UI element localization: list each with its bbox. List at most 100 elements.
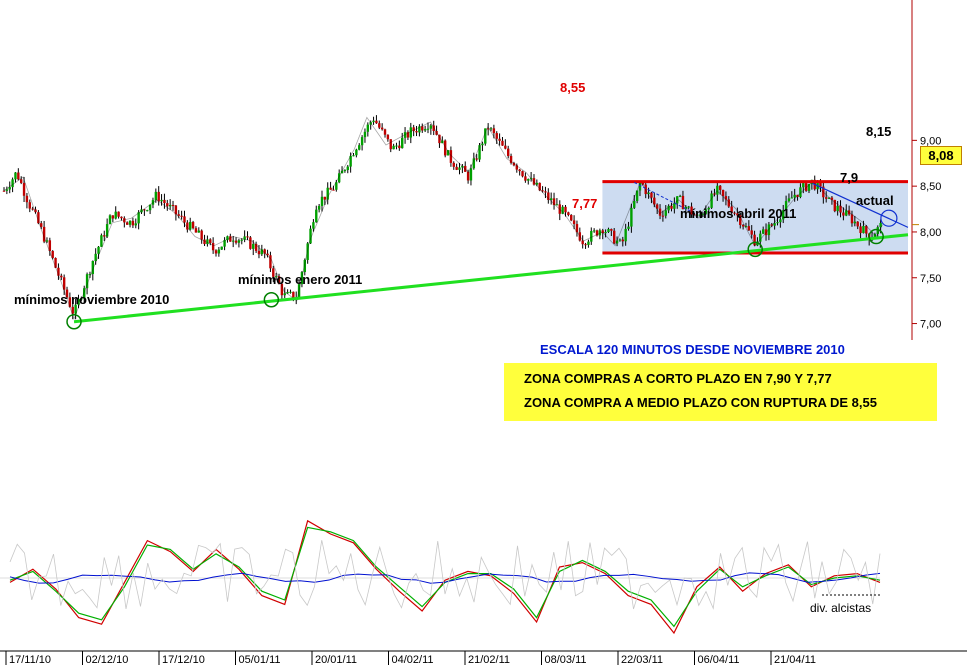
- candle-down: [524, 176, 527, 181]
- candle-down: [42, 226, 46, 242]
- candle-up: [446, 150, 450, 156]
- candle-down: [62, 277, 66, 290]
- candle-down: [200, 230, 203, 240]
- candle-up: [615, 240, 619, 244]
- candle-down: [117, 211, 120, 217]
- candle-down: [721, 189, 725, 197]
- candle-down: [37, 212, 40, 224]
- candle-up: [633, 201, 636, 208]
- candle-down: [60, 275, 63, 278]
- label-level-855: 8,55: [560, 80, 586, 95]
- candle-down: [464, 165, 467, 172]
- candle-up: [226, 236, 229, 241]
- candle-up: [807, 183, 811, 191]
- price-line: [3, 116, 883, 321]
- candle-up: [469, 168, 473, 181]
- candle-up: [395, 145, 398, 147]
- candle-up: [561, 206, 564, 214]
- candle-down: [538, 182, 541, 191]
- candle-down: [17, 172, 20, 180]
- candle-down: [234, 240, 238, 243]
- candle-up: [707, 207, 710, 210]
- candle-down: [466, 171, 470, 181]
- candle-up: [91, 260, 95, 275]
- candle-up: [441, 140, 444, 144]
- candle-down: [163, 199, 166, 204]
- candle-down: [186, 222, 189, 230]
- candle-up: [409, 127, 412, 138]
- candle-down: [661, 215, 665, 217]
- y-tick-label: 7,50: [920, 273, 941, 285]
- candle-down: [125, 222, 129, 225]
- candle-up: [128, 220, 132, 225]
- candle-down: [131, 220, 135, 226]
- candle-up: [108, 215, 112, 225]
- candle-up: [429, 125, 433, 129]
- candle-up: [88, 274, 92, 276]
- x-tick-label: 20/01/11: [315, 654, 357, 665]
- candle-down: [770, 224, 773, 226]
- candle-up: [687, 206, 690, 208]
- low-marker: [263, 291, 280, 308]
- candle-up: [527, 179, 530, 181]
- candle-up: [590, 230, 593, 242]
- candle-down: [544, 191, 547, 193]
- candle-up: [14, 172, 17, 180]
- candle-down: [750, 230, 753, 235]
- candle-down: [824, 197, 828, 199]
- candle-up: [790, 197, 794, 199]
- candle-down: [504, 145, 507, 149]
- chart-subtitle: ESCALA 120 MINUTOS DESDE NOVIEMBRE 2010: [540, 342, 845, 357]
- candle-up: [148, 204, 152, 211]
- candle-down: [584, 244, 587, 246]
- candle-up: [776, 222, 779, 224]
- candle-down: [753, 234, 756, 246]
- candle-down: [269, 255, 272, 269]
- osc-noise: [9, 540, 881, 610]
- candle-up: [592, 230, 596, 232]
- candle-up: [337, 173, 341, 183]
- candle-down: [595, 230, 599, 236]
- candle-down: [277, 276, 281, 284]
- candle-up: [710, 193, 713, 208]
- last-price-tag: 8,08: [920, 146, 962, 165]
- candle-up: [283, 293, 286, 296]
- candle-down: [389, 139, 392, 150]
- candle-down: [501, 140, 504, 146]
- candle-down: [741, 224, 745, 227]
- candle-up: [845, 210, 848, 216]
- candle-down: [724, 196, 728, 200]
- candle-down: [850, 214, 854, 224]
- candle-down: [578, 232, 582, 241]
- candle-down: [693, 214, 696, 216]
- candle-down: [209, 239, 212, 243]
- candle-up: [604, 232, 607, 234]
- candle-up: [80, 298, 83, 300]
- candle-up: [231, 240, 235, 242]
- candle-down: [564, 206, 567, 213]
- candle-up: [217, 249, 221, 254]
- candle-up: [85, 274, 89, 289]
- candle-down: [575, 224, 579, 233]
- candle-up: [297, 284, 301, 298]
- candle-down: [486, 128, 490, 130]
- candle-up: [303, 260, 307, 273]
- x-tick-label: 22/03/11: [621, 654, 663, 665]
- candle-down: [177, 214, 180, 216]
- candle-down: [183, 216, 186, 223]
- candle-up: [647, 192, 650, 195]
- candle-up: [317, 205, 321, 210]
- candle-down: [123, 218, 126, 223]
- candle-down: [249, 237, 252, 249]
- candle-up: [667, 205, 670, 211]
- candle-down: [833, 199, 836, 212]
- x-tick-label: 17/12/10: [162, 654, 205, 665]
- candle-down: [512, 162, 516, 166]
- annotation-min-abr: mínimos abril 2011: [680, 206, 797, 221]
- candle-down: [380, 127, 384, 130]
- candle-down: [25, 195, 29, 203]
- candle-up: [684, 206, 688, 210]
- candle-down: [670, 205, 673, 209]
- candle-down: [621, 239, 624, 242]
